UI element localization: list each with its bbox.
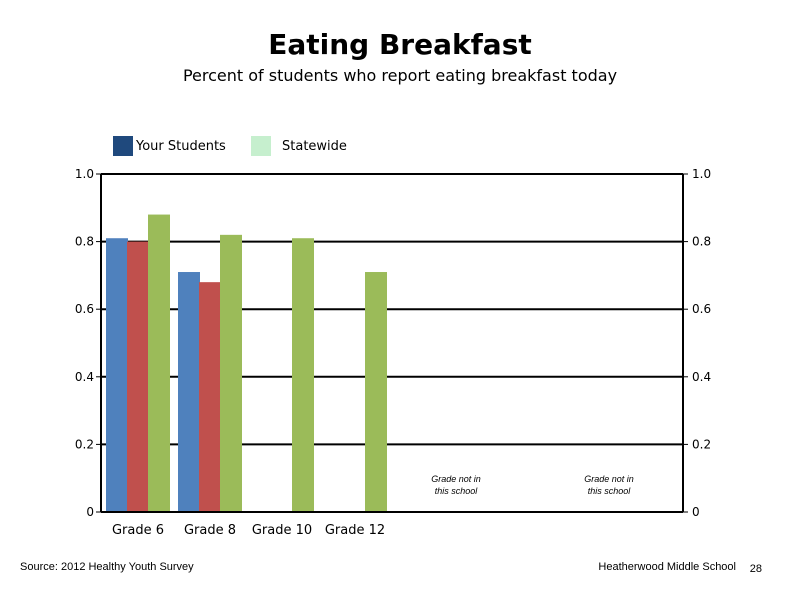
page-number: 28 bbox=[749, 563, 762, 575]
annotation-line1: Grade not in bbox=[584, 474, 634, 484]
x-tick-label: Grade 8 bbox=[184, 523, 236, 538]
y-tick-label-left: 0.6 bbox=[75, 302, 94, 316]
y-tick-label-left: 1.0 bbox=[75, 167, 94, 181]
annotation-line2: this school bbox=[588, 486, 632, 496]
legend-swatch-statewide bbox=[251, 136, 271, 156]
bar bbox=[178, 272, 200, 512]
bar bbox=[148, 214, 170, 512]
y-tick-label-right: 0.8 bbox=[692, 235, 711, 249]
x-tick-label: Grade 6 bbox=[112, 523, 164, 538]
bar bbox=[292, 238, 314, 512]
x-tick-label: Grade 12 bbox=[325, 523, 385, 538]
bar bbox=[365, 272, 387, 512]
y-tick-label-left: 0.2 bbox=[75, 437, 94, 451]
y-tick-label-right: 0.4 bbox=[692, 370, 711, 384]
bar bbox=[127, 241, 149, 512]
y-tick-label-left: 0.4 bbox=[75, 370, 94, 384]
y-tick-label-right: 1.0 bbox=[692, 167, 711, 181]
legend-label-your-students: Your Students bbox=[136, 139, 226, 154]
bar bbox=[199, 282, 221, 512]
school-name: Heatherwood Middle School bbox=[598, 561, 736, 573]
x-tick-label: Grade 10 bbox=[252, 523, 312, 538]
legend-swatch-your-students bbox=[113, 136, 133, 156]
y-tick-label-left: 0 bbox=[86, 505, 94, 519]
y-tick-label-right: 0.6 bbox=[692, 302, 711, 316]
bar bbox=[220, 234, 242, 512]
bar bbox=[106, 238, 128, 512]
y-tick-label-right: 0 bbox=[692, 505, 700, 519]
annotation-line1: Grade not in bbox=[431, 474, 481, 484]
y-tick-label-left: 0.8 bbox=[75, 235, 94, 249]
chart-subtitle: Percent of students who report eating br… bbox=[182, 66, 618, 85]
annotation-line2: this school bbox=[435, 486, 479, 496]
y-tick-label-right: 0.2 bbox=[692, 437, 711, 451]
chart-title: Eating Breakfast bbox=[268, 28, 532, 61]
legend-label-statewide: Statewide bbox=[282, 139, 347, 154]
source-note: Source: 2012 Healthy Youth Survey bbox=[20, 561, 194, 573]
